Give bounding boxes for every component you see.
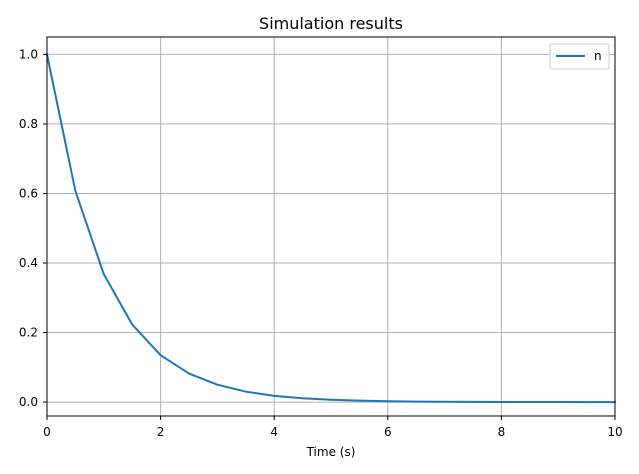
series-line-0 xyxy=(46,53,616,404)
x-tick-label-1: 2 xyxy=(157,425,165,439)
y-tick-label-2: 0.4 xyxy=(19,256,38,270)
legend: n xyxy=(549,43,610,70)
legend-label: n xyxy=(594,49,602,63)
x-axis-label: Time (s) xyxy=(306,445,356,459)
plot-frame xyxy=(46,36,616,417)
y-tick-label-0: 0.0 xyxy=(19,395,38,409)
x-tick-label-3: 6 xyxy=(384,425,392,439)
axis-layer: 0 2 4 6 8 10 0.0 0.2 0.4 0.6 0.8 1.0 xyxy=(19,47,623,439)
plot-layer xyxy=(46,53,616,404)
y-tick-label-4: 0.8 xyxy=(19,117,38,131)
y-tick-label-5: 1.0 xyxy=(19,47,38,61)
x-tick-label-2: 4 xyxy=(270,425,278,439)
y-tick-label-3: 0.6 xyxy=(19,186,38,200)
y-tick-label-1: 0.2 xyxy=(19,326,38,340)
x-tick-label-0: 0 xyxy=(43,425,51,439)
grid-layer xyxy=(46,37,616,416)
x-tick-label-4: 8 xyxy=(498,425,506,439)
x-tick-label-5: 10 xyxy=(607,425,622,439)
chart-title: Simulation results xyxy=(259,14,403,33)
